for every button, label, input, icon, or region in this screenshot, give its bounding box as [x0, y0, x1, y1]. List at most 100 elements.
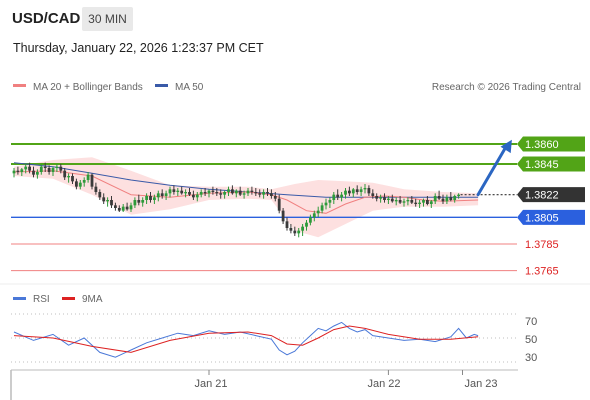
candle-body	[305, 222, 308, 227]
candle-body	[355, 189, 359, 192]
candle-body	[125, 206, 129, 210]
candle-body	[67, 176, 70, 178]
rsi-ma-legend-swatch	[62, 297, 75, 300]
candle-body	[293, 230, 297, 234]
candle-body	[32, 170, 35, 175]
rsi-ma-legend-label: 9MA	[82, 294, 103, 305]
price-label-t2: 1.3765	[525, 266, 559, 278]
candle-body	[410, 200, 414, 203]
candle-body	[359, 189, 363, 192]
rsi-panel	[11, 313, 517, 363]
candle-body	[340, 194, 343, 198]
price-tag-r2	[517, 136, 585, 152]
forecast-arrow-shaft	[476, 146, 507, 197]
candle-body	[129, 205, 133, 210]
candle-body	[422, 200, 425, 203]
candle-body	[145, 196, 148, 200]
candle-body	[153, 197, 156, 200]
timestamp: Thursday, January 22, 2026 1:23:37 PM CE…	[13, 41, 264, 55]
candle-body	[348, 190, 351, 194]
x-axis-ticks	[208, 370, 463, 375]
candle-body	[82, 180, 86, 183]
candle-body	[117, 208, 121, 211]
candle-body	[250, 190, 254, 192]
candle-body	[192, 194, 195, 198]
candle-body	[227, 189, 230, 192]
candle-body	[195, 194, 199, 198]
timeframe-badge[interactable]: 30 MIN	[82, 7, 133, 31]
price-label-r1: 1.3845	[525, 159, 559, 171]
candle-body	[110, 200, 113, 206]
candle-body	[121, 206, 125, 211]
candle-body	[137, 200, 141, 203]
candle-body	[63, 170, 67, 178]
candle-body	[36, 172, 39, 175]
candle-body	[351, 189, 355, 194]
candle-body	[168, 189, 172, 194]
candle-body	[375, 196, 379, 199]
candle-body	[24, 166, 28, 170]
candle-body	[180, 190, 184, 194]
ma20-legend-swatch	[13, 84, 26, 87]
candle-body	[28, 166, 31, 171]
ma20-legend-label: MA 20 + Bollinger Bands	[33, 82, 143, 93]
candle-body	[55, 166, 59, 168]
candle-body	[246, 190, 250, 194]
candle-body	[219, 193, 223, 195]
candle-body	[402, 201, 406, 203]
rsi-axis-70: 70	[525, 316, 537, 328]
candle-body	[75, 181, 78, 187]
candle-body	[47, 168, 51, 172]
candle-body	[270, 193, 273, 196]
candle-body	[449, 197, 453, 200]
candle-body	[371, 193, 375, 196]
candle-body	[254, 192, 258, 194]
candle-body	[324, 202, 328, 206]
ma50-legend-label: MA 50	[175, 82, 204, 93]
candle-body	[234, 190, 238, 194]
credit-label: Research © 2026 Trading Central	[432, 82, 581, 93]
candle-body	[86, 174, 90, 180]
candle-body	[445, 197, 449, 202]
candle-body	[39, 166, 43, 172]
candle-body	[383, 197, 386, 200]
candle-body	[433, 196, 437, 202]
candle-body	[289, 228, 293, 231]
candle-body	[394, 200, 398, 202]
price-tag-current	[517, 187, 585, 203]
symbol-title: USD/CAD	[12, 10, 81, 27]
price-tag-r1	[517, 156, 585, 172]
x-label-jan22: Jan 22	[367, 378, 400, 390]
candle-body	[273, 196, 277, 199]
candle-body	[309, 217, 312, 223]
candle-body	[390, 198, 394, 202]
candle-body	[51, 168, 55, 172]
price-label-t1: 1.3785	[525, 239, 559, 251]
candle-body	[242, 193, 246, 195]
timeframe-label: 30 MIN	[88, 12, 127, 26]
candle-body	[398, 200, 402, 203]
candle-body	[301, 226, 304, 231]
candle-body	[149, 196, 152, 200]
candle-body	[90, 174, 94, 187]
candle-body	[379, 197, 382, 199]
candle-body	[106, 200, 109, 202]
candle-body	[94, 186, 98, 192]
candle-body	[238, 190, 242, 195]
candle-body	[164, 193, 168, 196]
candle-body	[426, 200, 429, 204]
price-label-r2: 1.3860	[525, 139, 559, 151]
chart-header: USD/CAD 30 MIN	[0, 0, 590, 36]
main-chart-area	[11, 139, 517, 272]
candle-body	[297, 230, 301, 234]
candle-body	[258, 193, 262, 195]
rsi-ma-line	[13, 325, 479, 353]
price-labels: 1.3860 1.3845 1.3822 1.3805 1.3785 1.3765	[517, 136, 585, 278]
bollinger-band	[14, 157, 479, 238]
candle-body	[320, 205, 324, 211]
candle-body	[344, 190, 347, 195]
candle-body	[16, 170, 20, 172]
candle-body	[429, 201, 433, 204]
candle-body	[102, 197, 106, 202]
rsi-axis-30: 30	[525, 352, 537, 364]
